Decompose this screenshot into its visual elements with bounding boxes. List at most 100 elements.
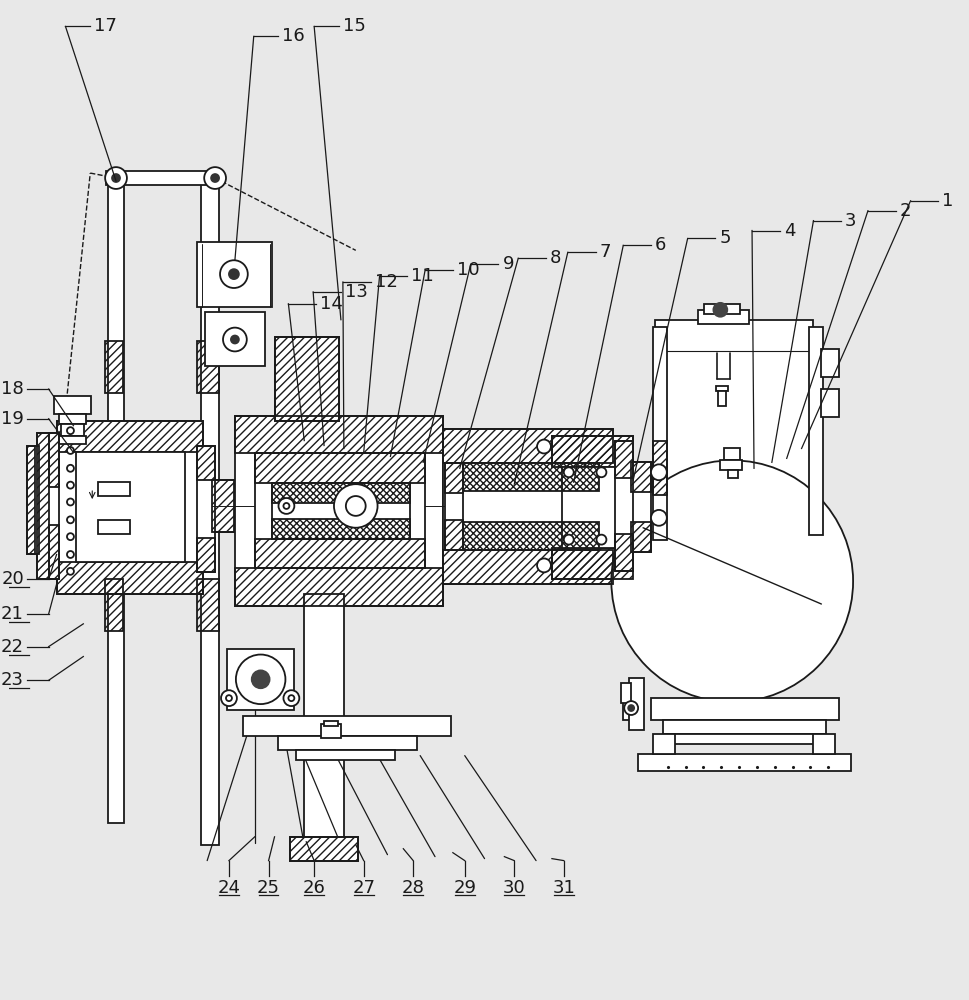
Bar: [291, 837, 358, 861]
Text: 26: 26: [302, 879, 326, 897]
Circle shape: [67, 499, 74, 505]
Circle shape: [289, 695, 295, 701]
Bar: [212, 480, 628, 532]
Bar: [718, 391, 727, 406]
Bar: [37, 433, 58, 579]
Bar: [109, 181, 124, 823]
Circle shape: [278, 498, 295, 514]
Text: 4: 4: [784, 222, 796, 240]
Text: 8: 8: [550, 249, 561, 267]
Circle shape: [226, 695, 232, 701]
Bar: [198, 538, 215, 572]
Circle shape: [252, 670, 269, 688]
Bar: [456, 522, 600, 550]
Text: 3: 3: [845, 212, 857, 230]
Circle shape: [220, 260, 248, 288]
Bar: [243, 716, 451, 736]
Bar: [198, 341, 219, 393]
Circle shape: [67, 482, 74, 489]
Bar: [653, 734, 674, 754]
Text: 31: 31: [552, 879, 576, 897]
Text: 28: 28: [402, 879, 424, 897]
Circle shape: [231, 336, 239, 343]
Circle shape: [334, 484, 378, 528]
Bar: [631, 522, 651, 552]
Text: 10: 10: [456, 261, 480, 279]
Text: 13: 13: [345, 283, 368, 301]
Bar: [604, 480, 625, 532]
Text: 11: 11: [411, 267, 434, 285]
Text: 22: 22: [1, 638, 24, 656]
Bar: [724, 448, 740, 460]
Text: 24: 24: [217, 879, 240, 897]
Bar: [456, 463, 600, 550]
Circle shape: [624, 701, 639, 715]
Bar: [58, 436, 86, 444]
Circle shape: [67, 551, 74, 558]
Bar: [107, 171, 223, 185]
Bar: [716, 386, 729, 391]
Circle shape: [211, 174, 219, 182]
Bar: [655, 320, 813, 543]
Circle shape: [537, 440, 551, 453]
Circle shape: [67, 427, 74, 434]
Bar: [105, 579, 123, 631]
Bar: [56, 421, 203, 452]
Bar: [822, 349, 839, 377]
Text: 15: 15: [343, 17, 365, 35]
Bar: [278, 736, 418, 750]
Bar: [445, 520, 463, 550]
Text: 21: 21: [1, 605, 24, 623]
Bar: [234, 416, 443, 606]
Bar: [729, 470, 738, 478]
Circle shape: [67, 568, 74, 575]
Bar: [212, 480, 234, 532]
Circle shape: [597, 467, 607, 477]
Bar: [271, 519, 410, 539]
Bar: [198, 579, 219, 631]
Circle shape: [223, 328, 247, 351]
Bar: [651, 698, 839, 720]
Bar: [443, 429, 613, 463]
Bar: [304, 594, 344, 842]
Bar: [623, 698, 641, 720]
Bar: [255, 539, 425, 568]
Bar: [445, 463, 463, 550]
Bar: [552, 436, 633, 467]
Bar: [653, 441, 667, 495]
Text: 2: 2: [899, 202, 911, 220]
Bar: [297, 750, 395, 760]
Circle shape: [564, 467, 574, 477]
Circle shape: [611, 460, 853, 702]
Circle shape: [284, 503, 290, 509]
Bar: [443, 429, 613, 584]
Bar: [615, 534, 633, 571]
Circle shape: [346, 496, 365, 516]
Text: 17: 17: [94, 17, 117, 35]
Bar: [198, 446, 215, 572]
Circle shape: [67, 447, 74, 454]
Text: 25: 25: [257, 879, 280, 897]
Circle shape: [221, 690, 236, 706]
Bar: [274, 337, 339, 421]
Circle shape: [537, 558, 551, 572]
Bar: [639, 754, 851, 771]
Bar: [631, 462, 651, 492]
Bar: [809, 327, 824, 535]
Text: 20: 20: [1, 570, 24, 588]
Text: 16: 16: [282, 27, 305, 45]
Bar: [198, 242, 271, 307]
Circle shape: [651, 464, 667, 480]
Bar: [813, 734, 835, 754]
Bar: [53, 396, 91, 414]
Bar: [271, 483, 410, 503]
Bar: [48, 525, 58, 579]
Circle shape: [713, 303, 728, 317]
Bar: [27, 446, 39, 554]
Bar: [445, 463, 463, 493]
Bar: [58, 414, 86, 424]
Bar: [456, 463, 600, 491]
Bar: [291, 837, 358, 861]
Circle shape: [105, 167, 127, 189]
Circle shape: [204, 167, 226, 189]
